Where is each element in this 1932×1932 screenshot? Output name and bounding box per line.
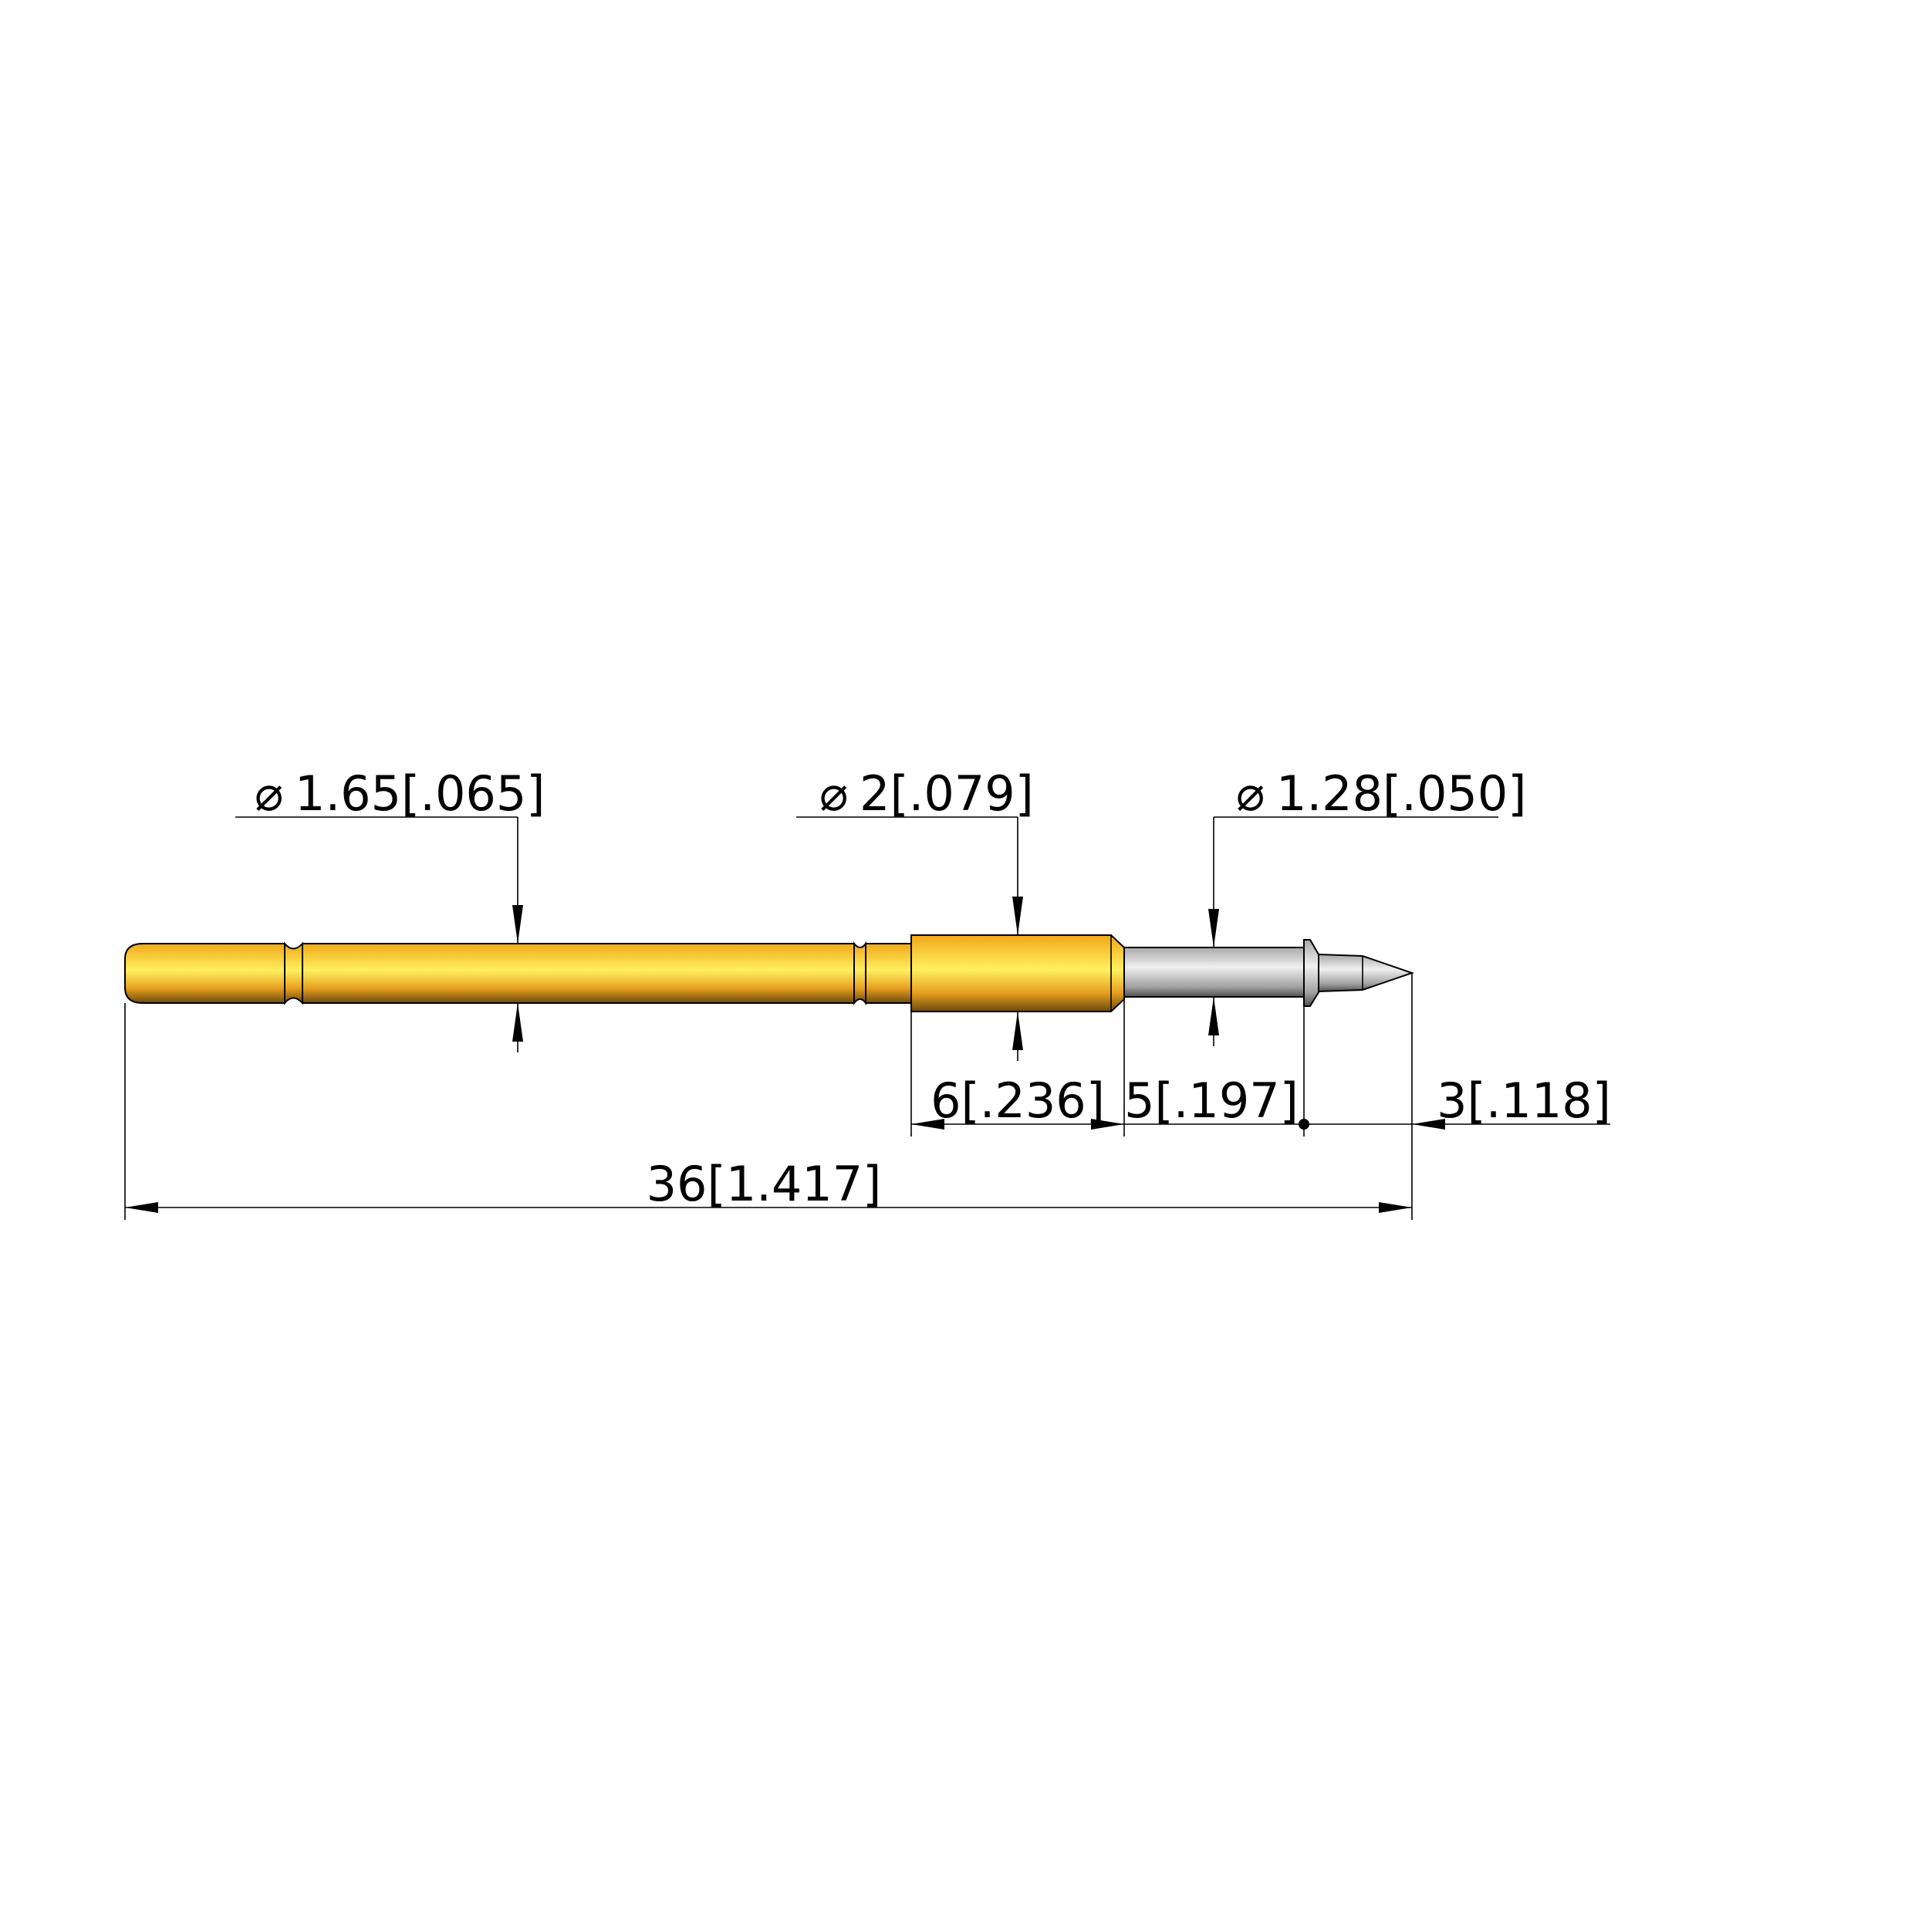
plunger-flange [1303,939,1319,1007]
dim-len-total-label: 36[1.417] [647,1156,882,1212]
groove-1 [284,941,303,1005]
dim-dia-tail: ⌀ 1.65[.065] [235,765,545,1052]
dim-dia-barrel-symbol: ⌀ [819,765,848,822]
dim-dia-barrel: ⌀ 2[.079] [796,765,1034,1061]
groove-2 [853,941,866,1006]
plunger-tip [1318,953,1415,993]
dim-dia-plunger-label: 1.28[.050] [1276,765,1526,822]
dim-dia-barrel-label: 2[.079] [860,765,1034,822]
dim-len-tip-label: 3[.118] [1437,1072,1611,1129]
dim-dia-tail-label: 1.65[.065] [295,765,545,822]
dim-len-barrel-label: 6[.236] [931,1072,1105,1129]
extension-lines [124,973,1413,1220]
probe-tail [124,941,912,1006]
dim-dia-plunger: ⌀ 1.28[.050] [1208,765,1526,1046]
dim-len-barrel: 6[.236] [911,1072,1124,1130]
dim-dia-plunger-symbol: ⌀ [1236,765,1265,822]
dim-len-total: 36[1.417] [125,1156,1412,1213]
dim-len-plunger: 5[.197] 3[.118] [1124,1072,1611,1130]
dim-len-plunger-label: 5[.197] [1124,1072,1299,1129]
probe-plunger [1123,947,1305,998]
dim-dia-tail-symbol: ⌀ [255,765,283,822]
probe-barrel [910,934,1125,1012]
